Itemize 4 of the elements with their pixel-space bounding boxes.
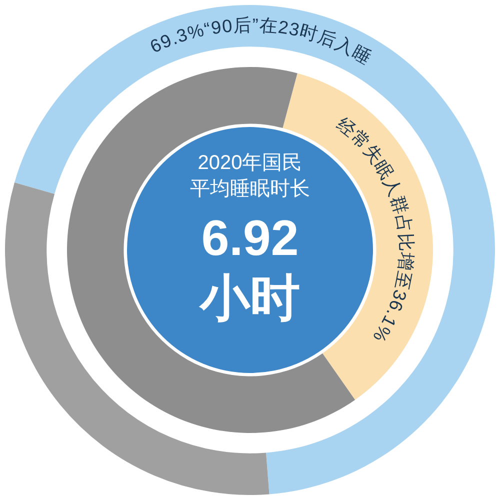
text: 6.92小时 <box>198 209 301 328</box>
text: 经常失眠人群占比增至36.1% <box>332 114 416 346</box>
text: 2020年国民平均睡眠时长 <box>189 151 311 202</box>
text: 69.3%“90后”在23时后入睡 <box>147 14 374 68</box>
